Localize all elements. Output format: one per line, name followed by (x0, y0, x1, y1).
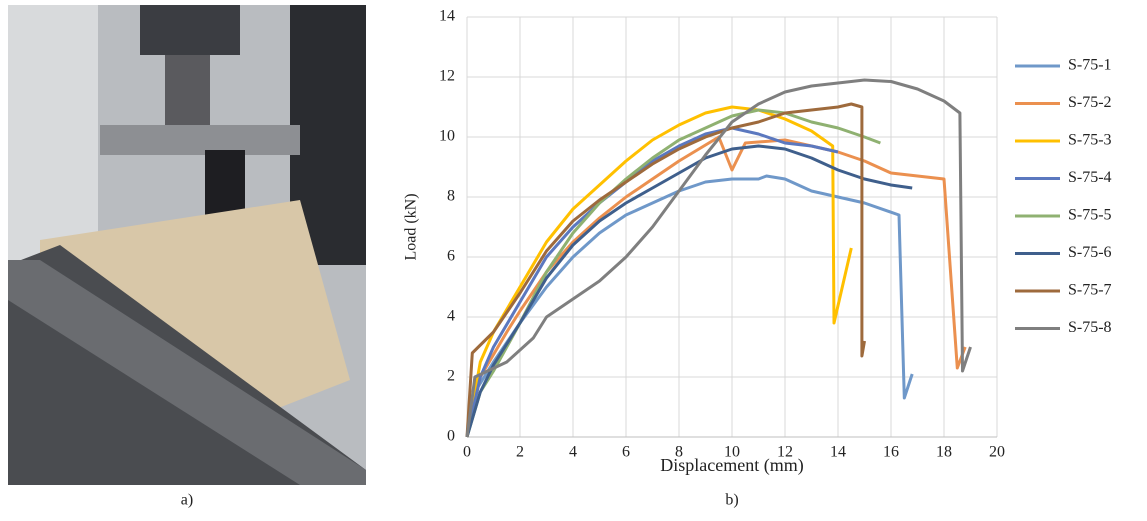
legend-label: S-75-6 (1068, 244, 1112, 261)
y-tick-label: 6 (447, 248, 455, 265)
series-line (465, 105, 853, 438)
y-axis-label: Load (kN) (403, 193, 420, 260)
x-tick-label: 6 (622, 444, 630, 461)
photo (8, 5, 366, 485)
x-tick-label: 18 (936, 444, 952, 461)
x-axis-label: Displacement (mm) (660, 455, 803, 476)
x-tick-label: 10 (724, 444, 740, 461)
y-tick-label: 12 (439, 68, 455, 85)
legend-label: S-75-2 (1068, 94, 1112, 111)
caption: b) (725, 492, 738, 509)
x-tick-label: 8 (675, 444, 683, 461)
x-tick-label: 14 (830, 444, 846, 461)
legend-label: S-75-5 (1068, 207, 1112, 224)
series-line (465, 78, 972, 438)
y-tick-label: 4 (447, 308, 455, 325)
legend-label: S-75-1 (1068, 57, 1112, 74)
y-tick-label: 8 (447, 188, 455, 205)
x-tick-label: 2 (516, 444, 524, 461)
x-tick-label: 4 (569, 444, 577, 461)
x-tick-label: 0 (463, 444, 471, 461)
legend-label: S-75-4 (1068, 169, 1112, 186)
series-line (465, 144, 913, 438)
y-tick-label: 14 (439, 8, 455, 25)
x-tick-label: 12 (777, 444, 793, 461)
legend-label: S-75-8 (1068, 319, 1112, 336)
y-tick-label: 2 (447, 368, 455, 385)
series-line (465, 174, 914, 438)
y-tick-label: 10 (439, 128, 455, 145)
series-line (465, 102, 866, 438)
legend-label: S-75-7 (1068, 282, 1112, 299)
legend-label: S-75-3 (1068, 132, 1112, 149)
caption: a) (181, 492, 193, 509)
x-tick-label: 16 (883, 444, 899, 461)
y-tick-label: 0 (447, 428, 455, 445)
x-tick-label: 20 (989, 444, 1005, 461)
